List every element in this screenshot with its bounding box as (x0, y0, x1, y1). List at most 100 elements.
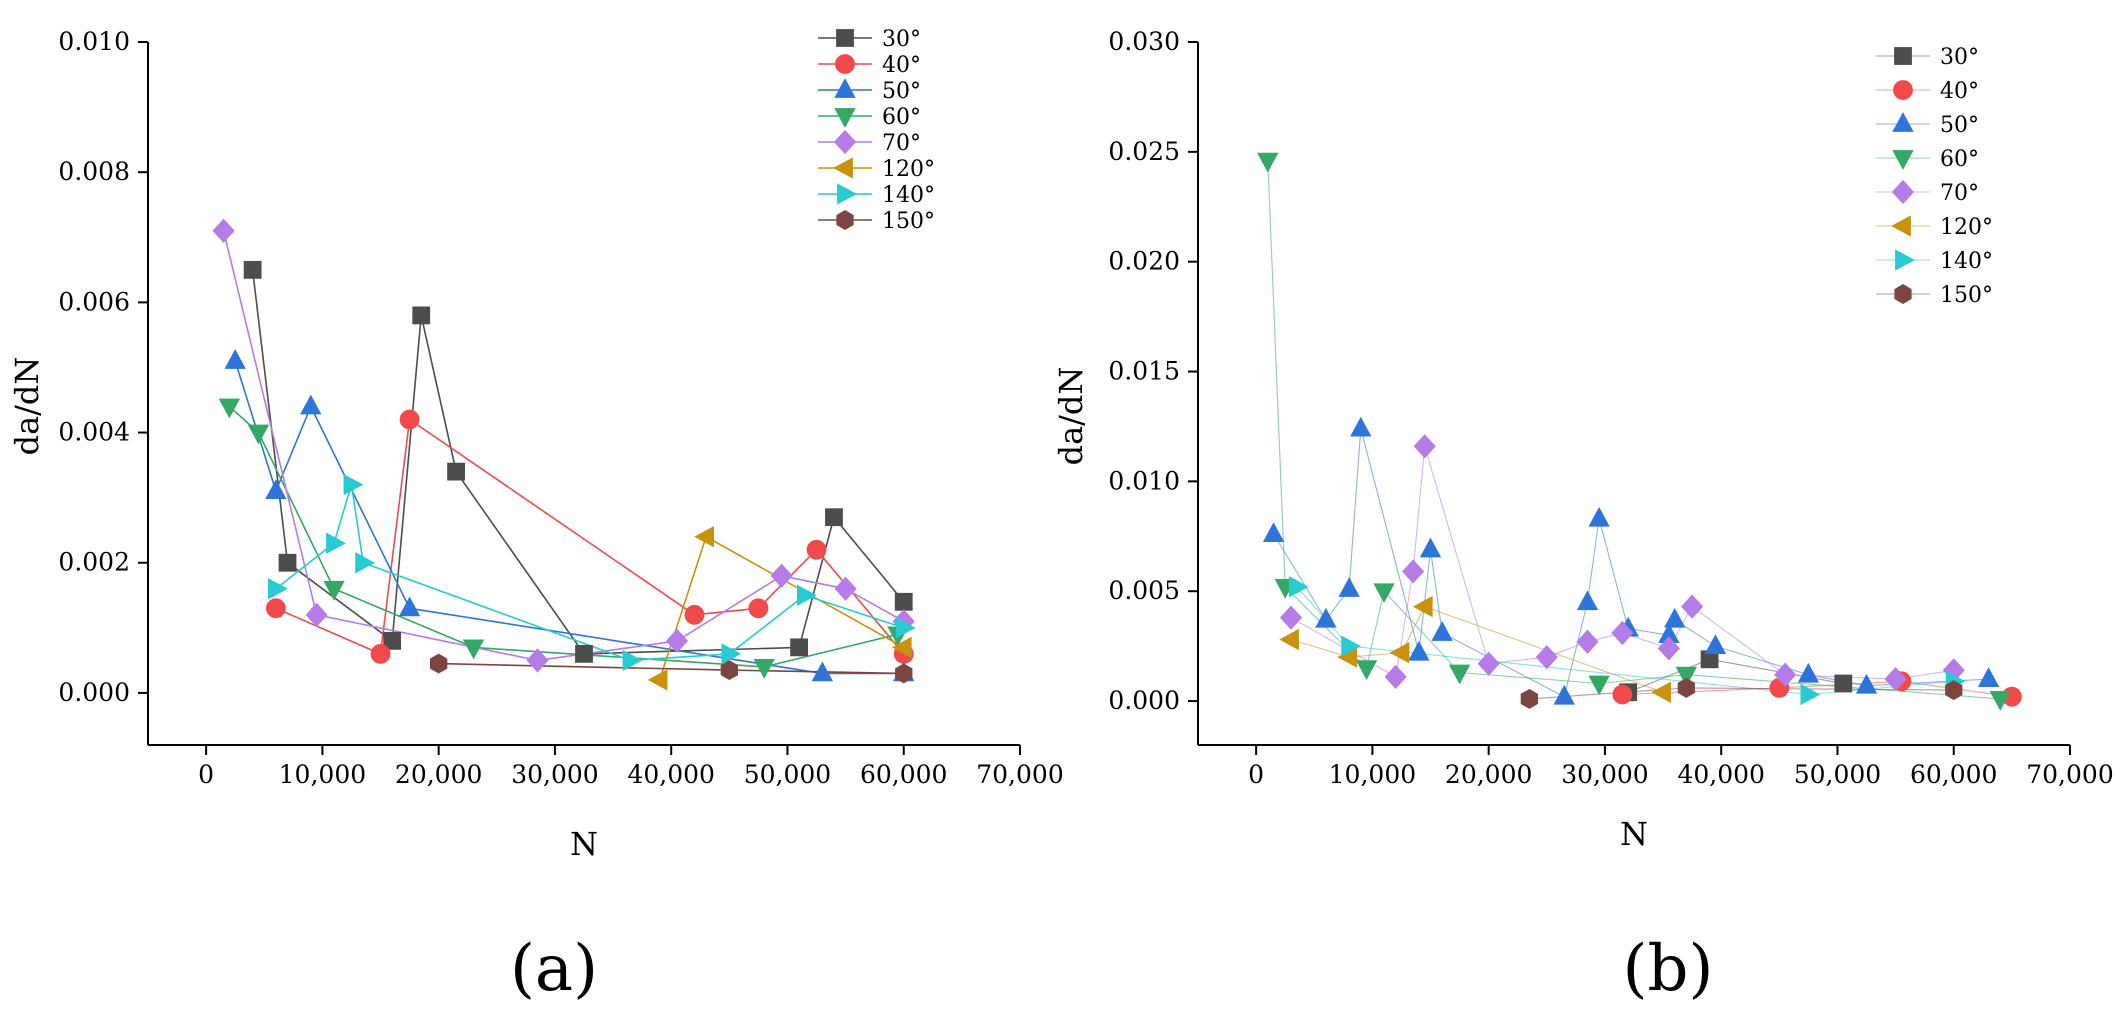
data-point (753, 658, 775, 679)
data-point (622, 649, 643, 672)
data-point (1855, 673, 1878, 694)
legend-label: 30° (1940, 45, 1979, 70)
data-point (1373, 583, 1395, 604)
data-point (1677, 677, 1695, 698)
data-point (665, 628, 689, 653)
x-tick-labels-b: 0 10,000 20,000 30,000 40,000 50,000 60,… (1248, 760, 2114, 789)
legend-marker (1894, 47, 1912, 65)
legend-marker (1894, 284, 1912, 304)
legend-marker (836, 29, 854, 47)
y-tick-label: 0.005 (1108, 576, 1180, 605)
data-point (1977, 667, 2000, 687)
axes-b (1197, 42, 2070, 746)
data-point (1576, 629, 1599, 654)
legend-label: 140° (1940, 249, 1993, 274)
legend-b: 30° 40° 50° 60° 70° 120° 140° 150° (1876, 45, 1993, 308)
data-point (1338, 577, 1360, 597)
x-axis-title-b: N (1620, 815, 1648, 853)
data-point (305, 602, 328, 627)
x-axis-title-a: N (570, 825, 598, 863)
data-point (278, 553, 297, 572)
data-point (1412, 595, 1433, 618)
legend-label: 50° (1940, 113, 1979, 138)
data-point (1477, 651, 1500, 676)
data-point (247, 424, 270, 445)
x-tick-label: 60,000 (1910, 760, 1997, 789)
data-point (647, 669, 668, 691)
legend-marker (1892, 150, 1914, 170)
panel-label-a: (a) (510, 932, 598, 1006)
series-lines-b (1267, 160, 2012, 700)
data-point (370, 643, 391, 664)
legend-marker (833, 129, 857, 155)
series-markers-b (1257, 152, 2022, 711)
y-tick-labels-a: 0.000 0.002 0.004 0.006 0.008 0.010 (58, 27, 130, 707)
series-line (234, 360, 904, 675)
data-point (412, 306, 431, 325)
data-point (790, 638, 808, 657)
data-point (218, 398, 241, 419)
data-point (300, 394, 322, 415)
data-point (1675, 666, 1697, 687)
x-tick-label: 60,000 (860, 760, 947, 789)
y-tick-label: 0.030 (1108, 27, 1180, 56)
data-point (1989, 690, 2011, 711)
series-line (1273, 428, 1989, 698)
data-point (1419, 537, 1442, 558)
data-point (834, 576, 857, 601)
data-point (895, 663, 913, 684)
data-point (1651, 681, 1671, 703)
ticks-a (138, 41, 1021, 755)
data-point (1611, 620, 1634, 646)
data-point (1413, 434, 1436, 459)
data-point (825, 508, 843, 527)
y-tick-label: 0.004 (58, 418, 130, 447)
chart-panel-b: 0 10,000 20,000 30,000 40,000 50,000 60,… (1052, 27, 2114, 1006)
data-point (1279, 605, 1303, 630)
x-tick-label: 70,000 (2026, 760, 2113, 789)
x-tick-label: 30,000 (511, 760, 598, 789)
data-point (265, 598, 286, 619)
axes-a (147, 42, 1020, 746)
data-point (806, 539, 827, 560)
x-tick-label: 30,000 (1561, 760, 1648, 789)
ticks-b (1188, 41, 2071, 755)
data-point (462, 639, 485, 660)
data-point (1431, 621, 1453, 641)
data-point (1341, 635, 1361, 657)
data-point (895, 617, 916, 639)
data-point (1315, 607, 1337, 628)
data-point (1834, 674, 1853, 693)
series-line (275, 418, 905, 655)
data-point (1774, 662, 1797, 687)
y-tick-label: 0.000 (58, 678, 130, 707)
x-tick-label: 70,000 (976, 760, 1063, 789)
y-axis-title-b: da/dN (1052, 367, 1090, 466)
legend-marker (833, 157, 853, 179)
x-tick-label: 0 (198, 760, 214, 789)
legend-label: 50° (882, 79, 921, 104)
data-point (770, 563, 793, 588)
data-point (1576, 590, 1599, 611)
data-point (1588, 675, 1610, 696)
data-point (1553, 684, 1575, 705)
data-point (721, 643, 742, 665)
legend-marker (835, 54, 855, 74)
data-point (267, 578, 288, 600)
y-tick-label: 0.010 (1108, 466, 1180, 495)
data-point (694, 526, 714, 548)
data-point (1288, 576, 1309, 598)
data-point (1664, 607, 1686, 628)
data-point (355, 552, 375, 574)
y-tick-label: 0.008 (58, 157, 130, 186)
data-point (1612, 684, 1633, 705)
data-point (1355, 660, 1378, 680)
legend-marker (837, 183, 857, 205)
data-point (797, 584, 817, 606)
data-point (1279, 628, 1299, 651)
data-point (1588, 506, 1610, 527)
data-point (326, 532, 346, 554)
data-point (1448, 664, 1471, 685)
x-tick-label: 10,000 (1329, 760, 1416, 789)
